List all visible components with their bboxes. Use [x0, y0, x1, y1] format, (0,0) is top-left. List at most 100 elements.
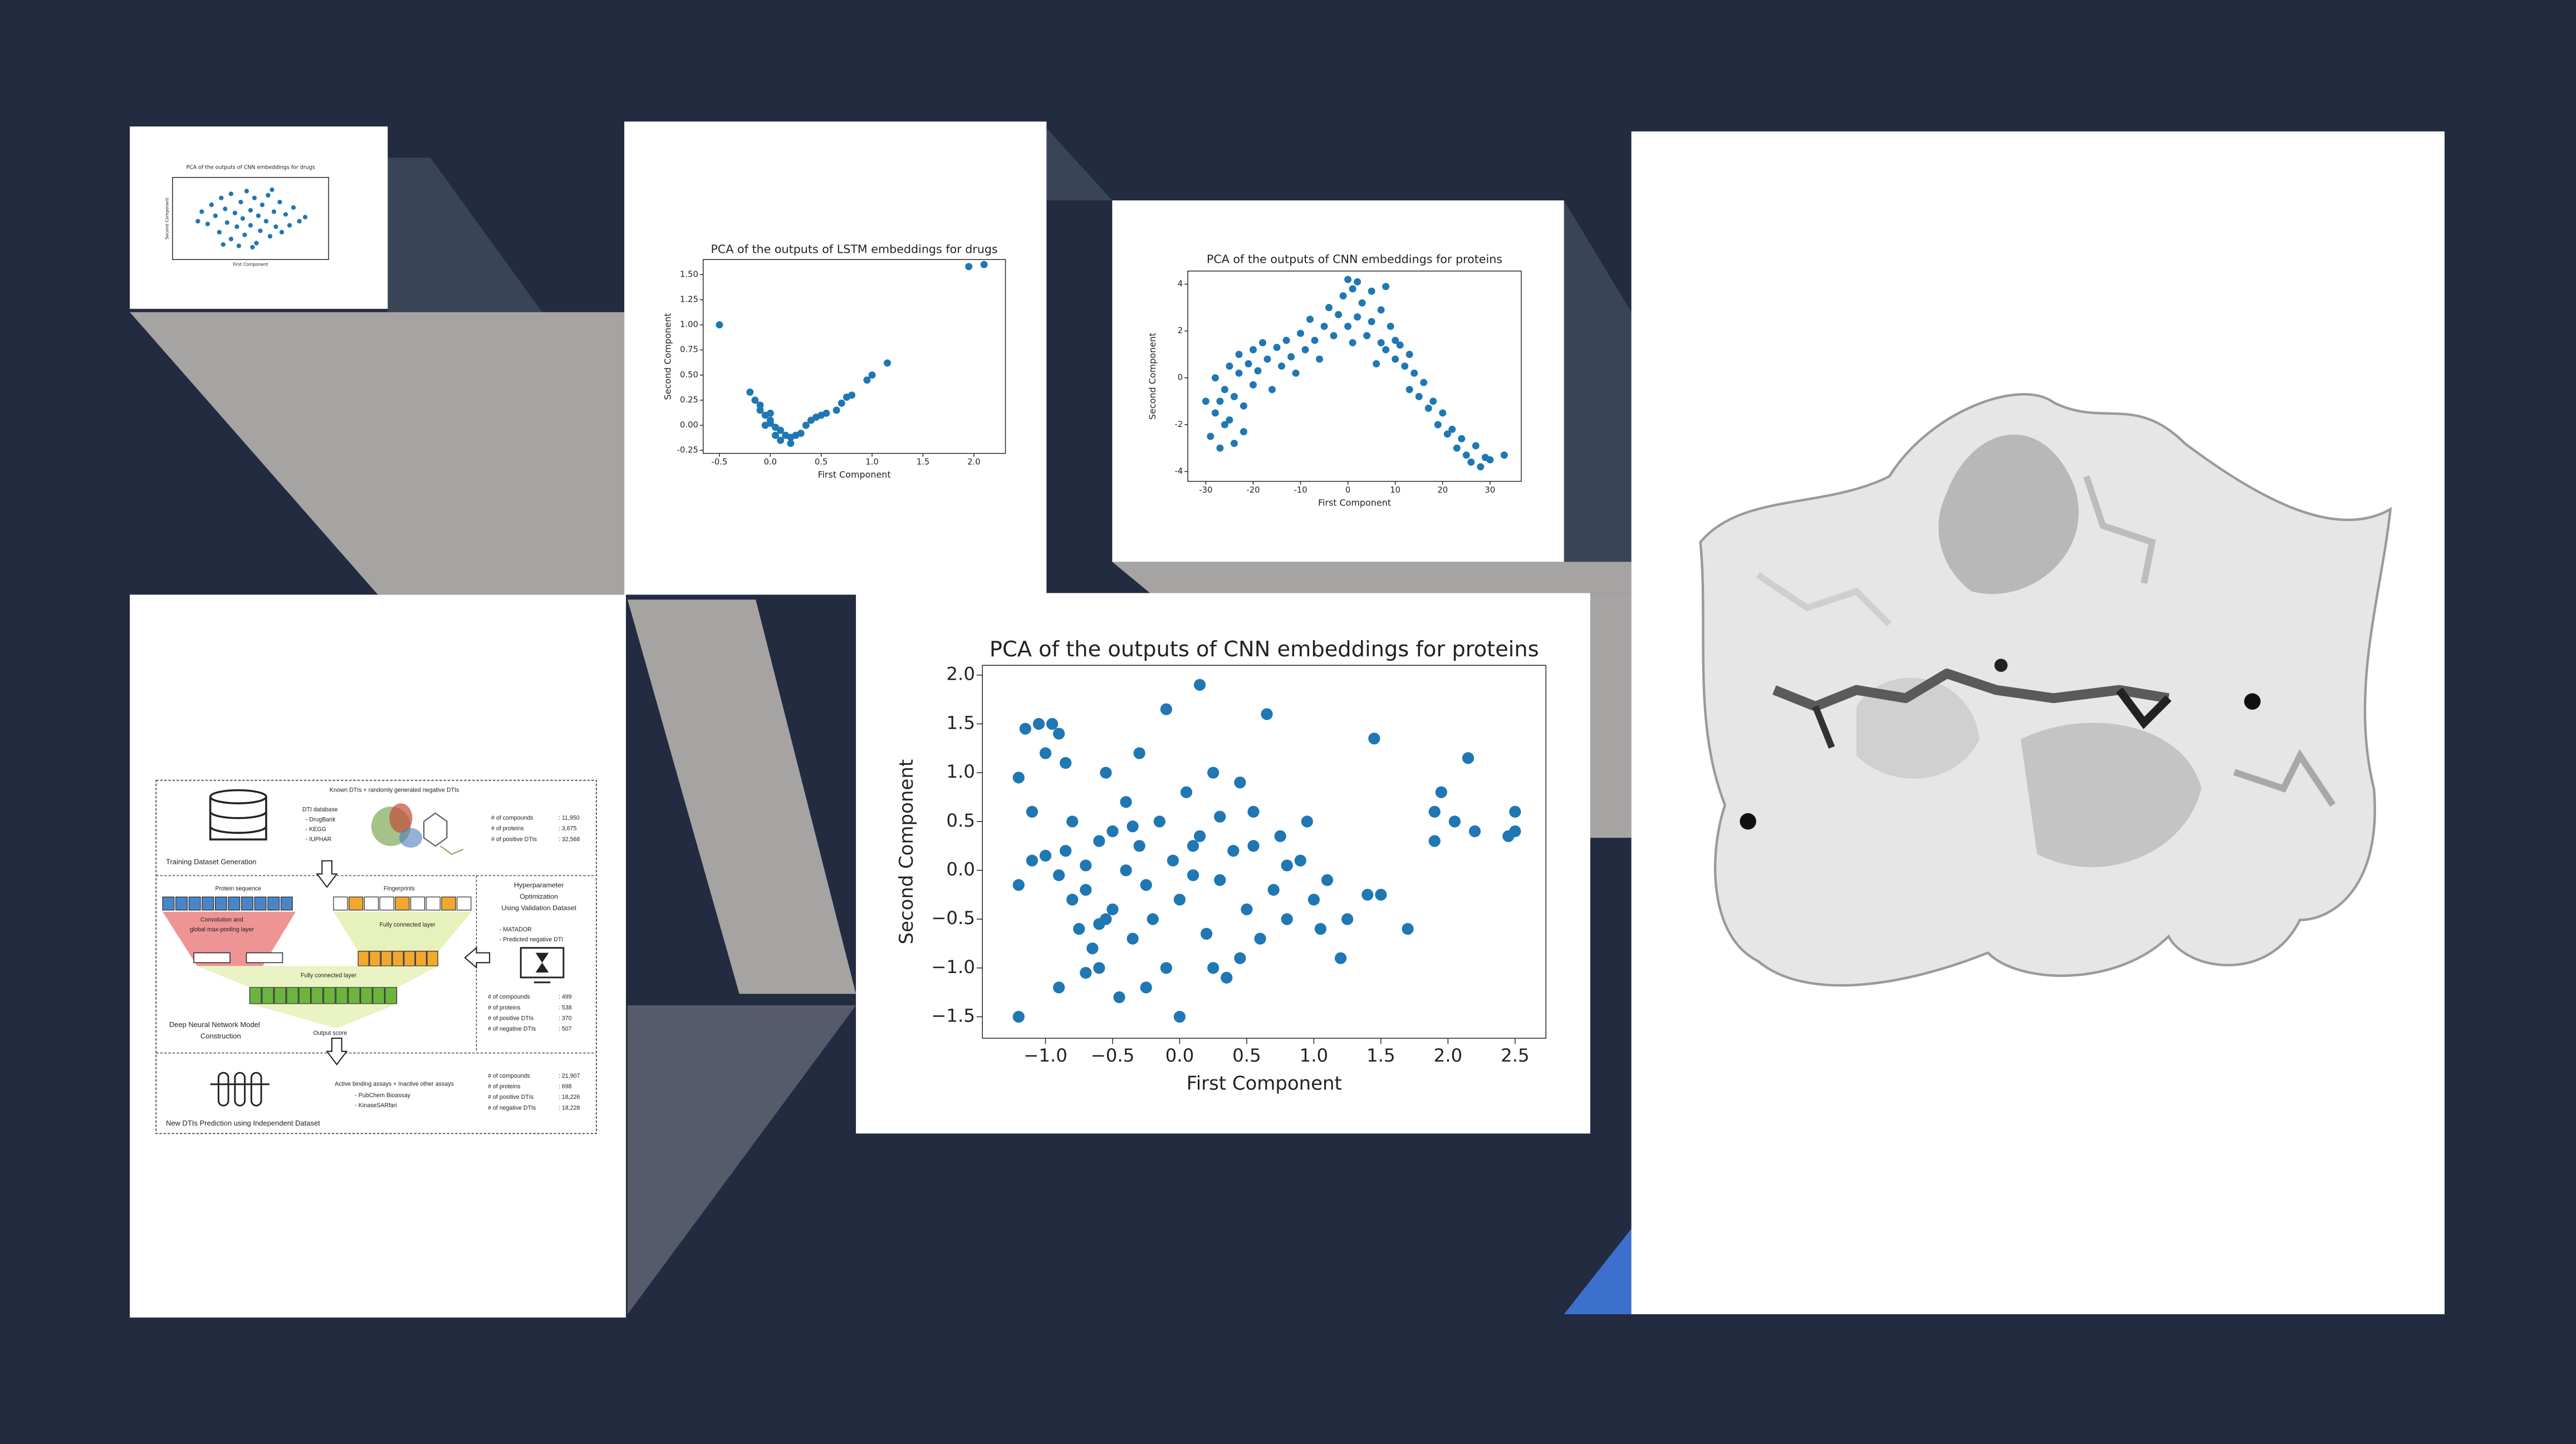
scatter-point — [1301, 346, 1309, 353]
scatter-point — [1202, 397, 1209, 405]
seq-box — [228, 896, 241, 911]
scatter-point — [217, 229, 222, 235]
ligand — [2115, 687, 2172, 729]
scatter-point — [1434, 421, 1442, 429]
diagram-text: - MATADOR — [499, 926, 532, 933]
scatter-point — [1147, 913, 1159, 925]
x-tick-label: 1.0 — [1300, 1045, 1329, 1066]
scatter-point — [756, 406, 764, 414]
scatter-point — [1435, 786, 1447, 798]
y-tick-label: 0.5 — [946, 810, 975, 831]
y-tick-label: -2 — [1174, 420, 1183, 429]
scatter-point — [1420, 379, 1428, 386]
plot-frame — [702, 259, 1006, 454]
scatter-point — [1240, 402, 1247, 410]
seq-box — [188, 896, 201, 911]
stat-label: # of proteins — [488, 1083, 520, 1090]
scatter-point — [1274, 830, 1286, 842]
scatter-point — [1411, 369, 1418, 377]
decor-shape — [130, 312, 625, 595]
fc-connections — [333, 911, 472, 951]
decor-shape — [1046, 128, 1113, 201]
scatter-point — [1235, 369, 1243, 377]
seq-box — [241, 896, 253, 911]
chart-title: PCA of the outputs of LSTM embeddings fo… — [711, 243, 997, 256]
x-tick-label: 1.5 — [917, 458, 929, 467]
y-tick-label: −0.5 — [931, 907, 975, 929]
seq-box — [267, 896, 280, 911]
scatter-point — [232, 210, 238, 215]
scatter-point — [797, 429, 805, 437]
diagram-text: - KinaseSARfari — [355, 1102, 396, 1109]
test-tube-icon — [210, 1072, 270, 1107]
scatter-point — [1428, 806, 1441, 818]
scatter-point — [777, 436, 785, 444]
fc-box — [380, 951, 393, 966]
fc-box — [298, 987, 311, 1004]
scatter-point — [236, 243, 242, 248]
scatter-point — [1052, 728, 1065, 740]
scatter-point — [287, 223, 292, 228]
scatter-point — [1321, 874, 1334, 886]
scatter-point — [1247, 806, 1260, 818]
scatter-point — [1339, 292, 1347, 300]
scatter-point — [1368, 318, 1375, 326]
fp-box — [395, 896, 410, 911]
fc-connections — [197, 966, 439, 988]
scatter-point — [1140, 981, 1152, 994]
y-tick-label: 1.00 — [680, 320, 698, 330]
atom — [2244, 693, 2261, 710]
fc-box — [360, 987, 373, 1004]
scatter-point — [1120, 864, 1132, 877]
scatter-point — [1307, 893, 1320, 906]
scatter-point — [1344, 276, 1352, 283]
fp-box — [425, 896, 440, 911]
scatter-point — [224, 220, 230, 225]
scatter-point — [1173, 1010, 1186, 1023]
x-tick-label: 10 — [1390, 485, 1400, 495]
diagram-text: Using Validation Dataset — [501, 904, 576, 912]
scatter-point — [1086, 942, 1099, 955]
scatter-point — [228, 191, 234, 197]
surface-shade — [1856, 677, 1980, 779]
scatter-point — [1052, 869, 1065, 881]
scatter-point — [1396, 341, 1404, 349]
scatter-point — [223, 207, 228, 212]
scatter-point — [1012, 772, 1025, 784]
arrow — [464, 946, 491, 969]
scatter-point — [254, 240, 259, 245]
diagram-text: Output score — [314, 1030, 347, 1037]
y-axis-label: Second Component — [896, 759, 918, 945]
scatter-point — [1500, 451, 1508, 459]
x-tick-label: 2.5 — [1501, 1045, 1530, 1066]
scatter-point — [1424, 404, 1432, 412]
scatter-point — [746, 388, 754, 396]
scatter-point — [1330, 332, 1338, 340]
scatter-point — [244, 189, 249, 194]
chart: PCA of the outputs of LSTM embeddings fo… — [624, 121, 1047, 595]
scatter-point — [1354, 313, 1362, 321]
diagram-text: - DrugBank — [306, 816, 336, 823]
scatter-point — [1032, 718, 1045, 730]
x-tick-label: 0.0 — [764, 458, 777, 467]
scatter-point — [1221, 421, 1228, 429]
scatter-point — [1486, 456, 1494, 464]
scatter-point — [1316, 355, 1324, 363]
scatter-point — [1113, 991, 1125, 1004]
scatter-point — [884, 359, 892, 367]
scatter-point — [1211, 374, 1219, 382]
fc-box — [335, 987, 348, 1004]
plot-frame — [1187, 271, 1522, 482]
scatter-point — [1261, 708, 1273, 720]
scatter-point — [302, 214, 308, 220]
x-axis-label: First Component — [1187, 1073, 1342, 1094]
scatter-point — [1254, 367, 1262, 375]
scatter-point — [1060, 844, 1072, 857]
fc-box — [392, 951, 404, 966]
frame — [155, 779, 597, 1134]
scatter-point — [1363, 332, 1371, 340]
fc-box — [261, 987, 274, 1004]
x-tick-label: −1.0 — [1023, 1045, 1067, 1066]
workflow-diagram: Known DTIs + randomly generated negative… — [130, 595, 626, 1318]
scatter-point — [1382, 283, 1390, 291]
